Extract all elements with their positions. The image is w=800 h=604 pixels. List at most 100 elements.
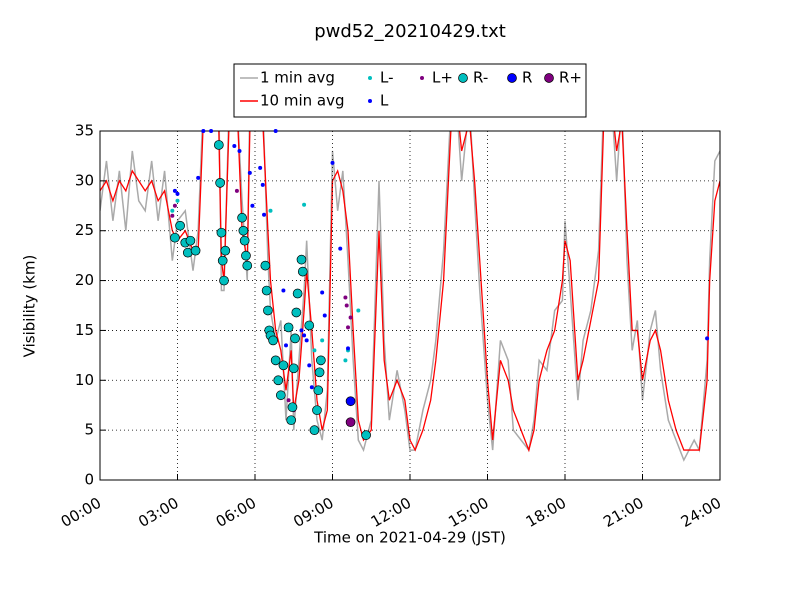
x-tick-label: 00:00 [58, 494, 104, 531]
legend-label: 1 min avg [260, 69, 335, 87]
data-point [278, 360, 289, 371]
data-point [356, 308, 361, 313]
data-point [705, 336, 710, 341]
data-point [309, 385, 314, 390]
data-point [344, 303, 349, 308]
data-point [239, 235, 250, 246]
data-point [313, 385, 324, 396]
data-point [320, 290, 325, 295]
data-point [343, 295, 348, 300]
data-point [172, 203, 177, 208]
legend-swatch [420, 76, 424, 80]
data-point [273, 375, 284, 386]
data-point [316, 355, 326, 366]
data-point [302, 333, 307, 338]
data-point [292, 288, 303, 299]
data-point [322, 313, 327, 318]
data-point [268, 335, 278, 346]
x-tick-label: 06:00 [213, 494, 259, 531]
data-point [314, 367, 325, 378]
data-point [287, 402, 298, 413]
data-point [262, 212, 267, 217]
data-point [270, 355, 281, 366]
x-tick-label: 18:00 [523, 494, 569, 531]
data-point [343, 358, 348, 363]
plot-area [100, 131, 720, 462]
data-point [175, 198, 180, 203]
data-point [291, 307, 302, 318]
data-point [296, 254, 307, 265]
data-point [273, 129, 278, 133]
series-line [100, 131, 720, 453]
y-tick-label: 10 [75, 371, 94, 389]
data-point [283, 322, 294, 333]
data-point [175, 220, 185, 231]
data-point [263, 305, 273, 316]
data-point [247, 170, 252, 175]
data-point [250, 203, 255, 208]
data-point [275, 390, 286, 401]
data-point [234, 188, 239, 193]
y-tick-label: 15 [75, 321, 94, 339]
data-point [213, 140, 224, 150]
legend-label: R- [473, 69, 488, 87]
data-point [219, 275, 229, 286]
x-tick-label: 03:00 [135, 494, 181, 531]
data-point [260, 260, 271, 271]
y-tick-label: 35 [75, 122, 94, 140]
data-point [281, 288, 286, 293]
data-point [345, 396, 356, 407]
data-point [348, 315, 353, 320]
data-point [170, 232, 180, 243]
data-point [346, 325, 350, 330]
data-point [215, 178, 225, 188]
data-point [307, 363, 312, 368]
y-tick-label: 25 [75, 221, 94, 239]
legend-swatch [458, 73, 468, 83]
data-point [302, 202, 307, 207]
data-point [286, 415, 297, 426]
x-tick-label: 21:00 [600, 494, 646, 531]
data-point [345, 417, 356, 428]
data-point [297, 266, 308, 277]
legend-label: L [380, 92, 389, 110]
data-point [170, 213, 175, 218]
legend-swatch [507, 73, 517, 83]
data-point [338, 246, 343, 251]
x-tick-label: 15:00 [445, 494, 491, 531]
data-point [170, 208, 175, 213]
x-axis-label: Time on 2021-04-29 (JST) [313, 529, 506, 547]
legend-label: R [522, 69, 532, 87]
series-line [100, 131, 720, 462]
legend-label: 10 min avg [260, 92, 345, 110]
data-point [320, 338, 325, 343]
data-point [330, 160, 335, 165]
legend-swatch [368, 99, 372, 103]
data-point [284, 343, 288, 348]
data-point [260, 182, 265, 187]
legend-label: L- [380, 69, 394, 87]
data-point [361, 430, 371, 440]
data-point [309, 425, 320, 435]
legend-label: R+ [559, 69, 582, 87]
data-point [201, 129, 206, 133]
data-point [216, 227, 227, 238]
data-point [346, 346, 350, 351]
data-point [172, 188, 177, 193]
data-point [268, 208, 273, 213]
data-point [290, 333, 300, 344]
x-tick-label: 24:00 [678, 494, 724, 531]
data-point [242, 260, 253, 271]
data-point [175, 191, 180, 196]
data-point [190, 245, 201, 256]
data-point [217, 255, 228, 266]
data-point [185, 235, 196, 246]
x-tick-label: 09:00 [290, 494, 336, 531]
data-point [304, 320, 315, 331]
data-point [241, 250, 251, 261]
data-point [209, 129, 214, 133]
y-tick-label: 0 [84, 471, 94, 489]
data-point [261, 285, 272, 296]
data-point [288, 363, 299, 374]
